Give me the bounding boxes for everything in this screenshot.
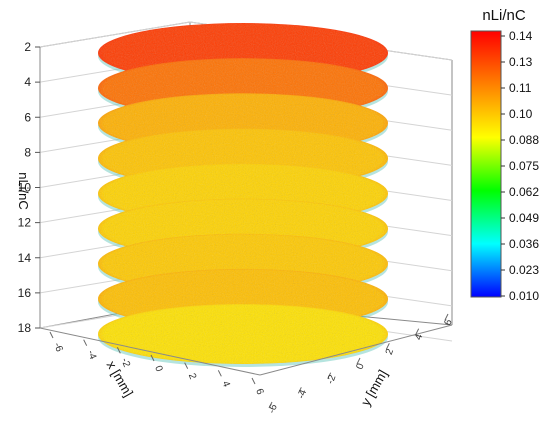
- y-tick-mark: [327, 372, 332, 379]
- y-tick-mark: [297, 387, 302, 394]
- y-tick-mark: [268, 401, 273, 409]
- box-edge: [259, 324, 453, 376]
- x-tick-label: -4: [85, 349, 99, 362]
- colorbar-tick-label: 0.049: [509, 211, 539, 225]
- layer-stack: [98, 23, 388, 367]
- colorbar-tick-label: 0.075: [509, 159, 539, 173]
- x-axis-ticks: -6 -4 -2 0 2 4 6: [49, 331, 266, 397]
- x-tick-mark: [150, 354, 155, 362]
- y-axis-ticks: -6 -4 -2 0 2 4 6: [266, 313, 455, 415]
- box-edge: [39, 327, 261, 376]
- y-tick-label: 4: [413, 332, 425, 341]
- colorbar-tick-label: 0.13: [509, 55, 533, 69]
- y-tick-label: 2: [384, 347, 396, 356]
- x-tick-mark: [217, 370, 222, 377]
- x-tick-label: 0: [152, 364, 164, 373]
- x-tick-label: 4: [220, 380, 232, 389]
- y-tick-label: -2: [325, 373, 339, 386]
- y-axis-title: y [mm]: [358, 367, 390, 408]
- y-tick-label: 6: [442, 318, 454, 327]
- z-axis-title: nLi/nC: [16, 172, 31, 210]
- colorbar-tick-label: 0.11: [509, 81, 532, 95]
- x-tick-mark: [116, 347, 121, 354]
- z-axis-ticks: 2 4 6 8 10 12 14 16 18: [18, 40, 40, 335]
- z-tick-label: 14: [18, 251, 32, 265]
- y-tick-label: -6: [266, 402, 280, 415]
- y-tick-label: 0: [354, 362, 366, 371]
- x-tick-mark: [49, 331, 54, 339]
- x-tick-mark: [83, 339, 88, 346]
- colorbar-tick-label: 0.036: [509, 237, 539, 251]
- y-tick-mark: [385, 343, 390, 350]
- colorbar-tick-label: 0.14: [509, 29, 533, 43]
- z-tick-label: 16: [18, 286, 32, 300]
- x-tick-label: 2: [186, 372, 198, 381]
- z-tick-label: 4: [24, 75, 31, 89]
- z-tick-label: 6: [24, 110, 31, 124]
- y-tick-mark: [444, 313, 449, 321]
- colorbar-tick-label: 0.010: [509, 289, 539, 303]
- y-tick-mark: [415, 328, 420, 335]
- colorbar-tick-label: 0.088: [509, 133, 539, 147]
- colorbar-tick-label: 0.023: [509, 263, 539, 277]
- z-tick-label: 10: [18, 181, 32, 195]
- colorbar: nLi/nC 0.140.130.110.100.0880.0750.0620.…: [470, 7, 539, 303]
- z-tick-label: 12: [18, 216, 32, 230]
- y-tick-mark: [356, 357, 361, 365]
- x-tick-label: 6: [253, 387, 265, 396]
- x-tick-label: -2: [119, 357, 133, 370]
- z-tick-label: 18: [18, 321, 32, 335]
- x-tick-mark: [184, 362, 189, 369]
- x-tick-label: -6: [51, 341, 65, 354]
- colorbar-tick-label: 0.10: [509, 107, 533, 121]
- colorbar-title: nLi/nC: [482, 7, 526, 24]
- colorbar-gradient: [470, 30, 502, 298]
- colorbar-ticks: 0.14 0.13 0.11 0.10 0.088 0.075 0.062 0.049 0.03…: [501, 29, 539, 303]
- z-tick-label: 2: [24, 40, 31, 54]
- z-tick-label: 8: [24, 145, 31, 159]
- x-tick-mark: [251, 377, 256, 385]
- colorbar-tick-label: 0.062: [509, 185, 539, 199]
- layer-disk: [98, 304, 388, 367]
- y-tick-label: -4: [296, 388, 310, 401]
